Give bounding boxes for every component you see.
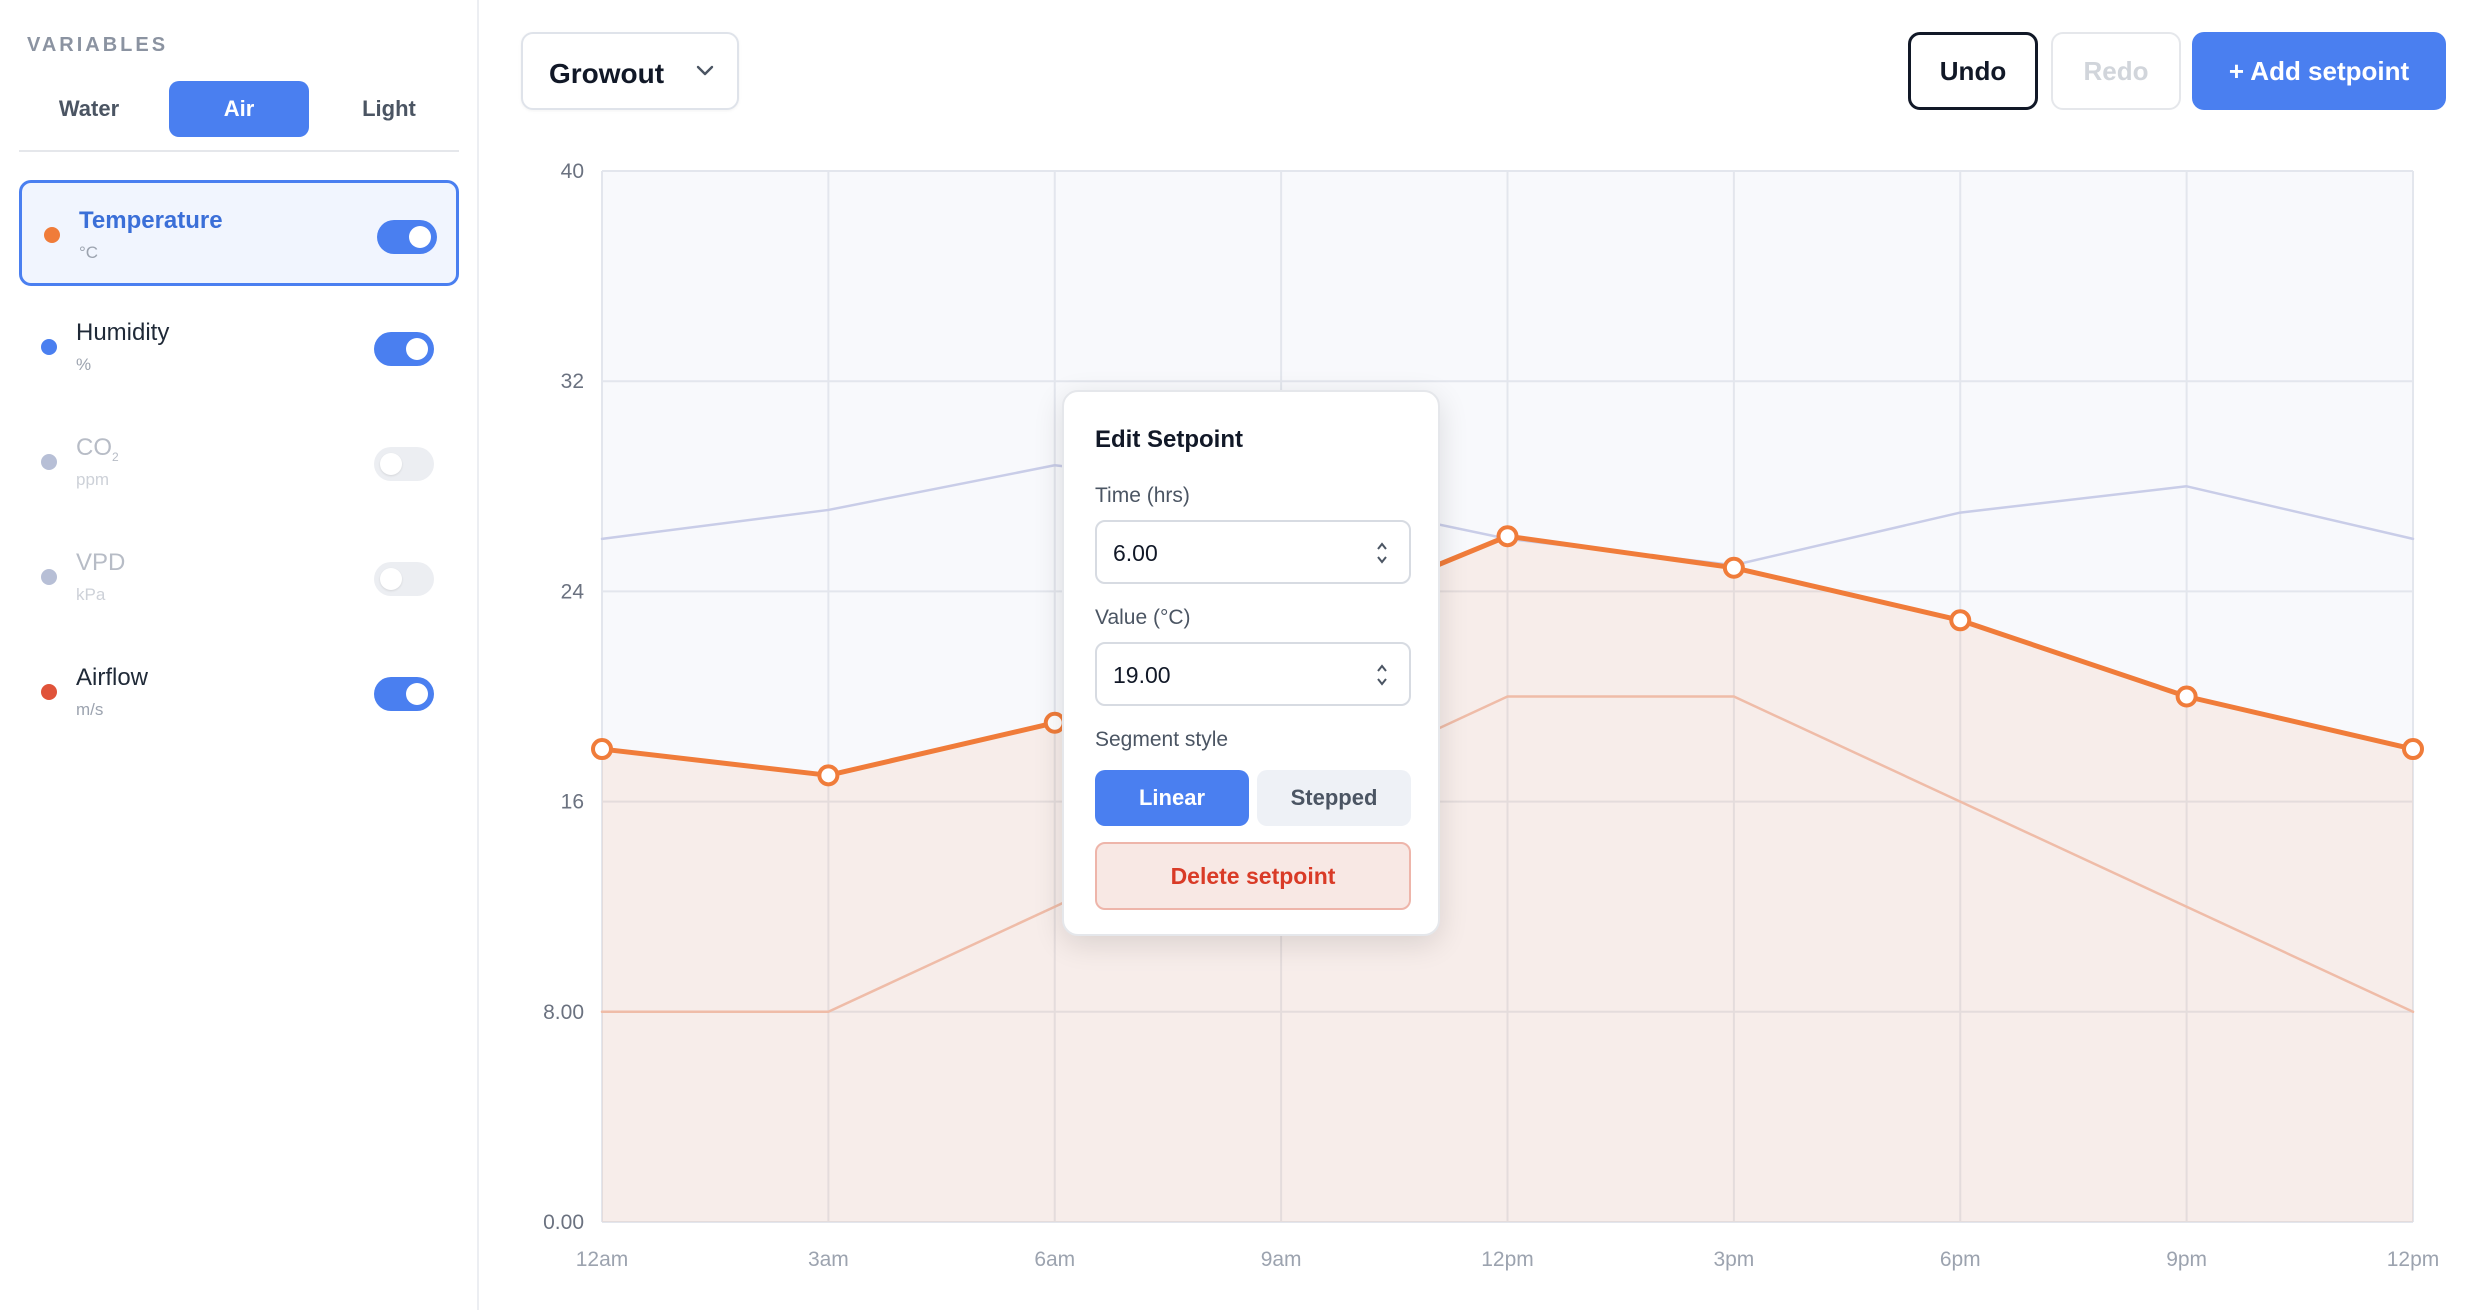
airflow-line bbox=[600, 695, 2415, 1014]
chart-markers bbox=[591, 525, 2424, 787]
y-tick-label: 16 bbox=[561, 791, 584, 814]
temperature-point bbox=[1949, 609, 1972, 632]
vpd-toggle[interactable] bbox=[374, 562, 434, 596]
spinner-icon[interactable] bbox=[1375, 538, 1389, 568]
y-axis-labels: 0.00 8.00 16 24 32 40 bbox=[543, 160, 584, 1234]
airflow-color-dot bbox=[41, 684, 57, 700]
variable-category-tabs: Water Air Light bbox=[19, 81, 459, 139]
y-tick-label: 32 bbox=[561, 370, 584, 393]
humidity-color-dot bbox=[41, 339, 57, 355]
y-tick-label: 8.00 bbox=[543, 1001, 584, 1024]
y-tick-label: 40 bbox=[561, 160, 584, 183]
x-tick-label: 3am bbox=[808, 1248, 849, 1271]
variable-unit: ppm bbox=[76, 470, 110, 489]
sidebar: VARIABLES Water Air Light Temperature °C… bbox=[0, 0, 479, 1310]
profile-name: Growout bbox=[549, 58, 665, 89]
edit-setpoint-popup: Edit Setpoint Time (hrs) 6.00 Value (°C)… bbox=[1062, 390, 1440, 936]
variable-name: CO2 bbox=[76, 434, 119, 464]
co2-toggle[interactable] bbox=[374, 447, 434, 481]
redo-button[interactable]: Redo bbox=[2051, 32, 2181, 110]
x-axis-labels: 12am 3am 6am 9am 12pm 3pm 6pm 9pm 12pm bbox=[576, 1248, 2440, 1271]
temperature-point bbox=[1496, 525, 1519, 548]
tab-air[interactable]: Air bbox=[169, 81, 309, 137]
y-tick-label: 0.00 bbox=[543, 1211, 584, 1234]
humidity-toggle[interactable] bbox=[374, 332, 434, 366]
x-tick-label: 12pm bbox=[1481, 1248, 1534, 1271]
chart-fills bbox=[602, 536, 2413, 1222]
x-tick-label: 9am bbox=[1261, 1248, 1302, 1271]
tab-light[interactable]: Light bbox=[362, 96, 416, 121]
variable-item-co2[interactable]: CO2 ppm bbox=[19, 410, 459, 516]
popup-title: Edit Setpoint bbox=[1095, 426, 1243, 453]
variable-name: Temperature bbox=[79, 207, 223, 234]
x-tick-label: 12pm bbox=[2387, 1248, 2440, 1271]
value-value: 19.00 bbox=[1113, 662, 1171, 688]
variable-item-airflow[interactable]: Airflow m/s bbox=[19, 640, 459, 746]
section-label: VARIABLES bbox=[27, 34, 169, 56]
x-tick-label: 9pm bbox=[2166, 1248, 2207, 1271]
time-input[interactable]: 6.00 bbox=[1095, 520, 1411, 584]
toggle-knob bbox=[380, 453, 402, 475]
spinner-icon[interactable] bbox=[1375, 660, 1389, 690]
variable-unit: m/s bbox=[76, 700, 104, 719]
chevron-down-icon bbox=[696, 65, 714, 76]
co2-color-dot bbox=[41, 454, 57, 470]
delete-setpoint-button[interactable]: Delete setpoint bbox=[1095, 842, 1411, 910]
temperature-toggle[interactable] bbox=[377, 220, 437, 254]
variable-name: VPD bbox=[76, 549, 126, 576]
time-value: 6.00 bbox=[1113, 540, 1158, 566]
temperature-point bbox=[2402, 738, 2424, 761]
value-input[interactable]: 19.00 bbox=[1095, 642, 1411, 706]
linear-button[interactable]: Linear bbox=[1095, 770, 1249, 826]
x-tick-label: 6pm bbox=[1940, 1248, 1981, 1271]
vpd-color-dot bbox=[41, 569, 57, 585]
airflow-toggle[interactable] bbox=[374, 677, 434, 711]
undo-button[interactable]: Undo bbox=[1908, 32, 2038, 110]
toggle-knob bbox=[409, 226, 431, 248]
variable-item-temperature[interactable]: Temperature °C bbox=[19, 180, 459, 286]
divider bbox=[19, 150, 459, 152]
temperature-point bbox=[817, 764, 840, 787]
variable-unit: kPa bbox=[76, 585, 106, 604]
temperature-color-dot bbox=[44, 227, 60, 243]
variable-unit: % bbox=[76, 355, 92, 374]
x-tick-label: 12am bbox=[576, 1248, 629, 1271]
variable-unit: °C bbox=[79, 243, 99, 262]
temperature-area bbox=[602, 536, 2413, 1222]
toggle-knob bbox=[406, 338, 428, 360]
temperature-line bbox=[599, 533, 2416, 778]
toggle-knob bbox=[406, 683, 428, 705]
stepped-button[interactable]: Stepped bbox=[1257, 770, 1411, 826]
variable-item-vpd[interactable]: VPD kPa bbox=[19, 525, 459, 631]
segment-style-label: Segment style bbox=[1095, 728, 1229, 751]
tab-water[interactable]: Water bbox=[58, 96, 120, 121]
temperature-point bbox=[591, 738, 613, 761]
value-label: Value (°C) bbox=[1095, 606, 1191, 629]
variable-item-humidity[interactable]: Humidity % bbox=[19, 295, 459, 401]
toggle-knob bbox=[380, 568, 402, 590]
temperature-point bbox=[1722, 556, 1745, 579]
variable-name: Humidity bbox=[76, 319, 170, 346]
profile-dropdown[interactable]: Growout bbox=[521, 32, 739, 110]
x-tick-label: 3pm bbox=[1713, 1248, 1754, 1271]
x-tick-label: 6am bbox=[1034, 1248, 1075, 1271]
add-setpoint-button[interactable]: + Add setpoint bbox=[2192, 32, 2446, 110]
y-tick-label: 24 bbox=[561, 580, 585, 603]
temperature-point bbox=[2175, 685, 2198, 708]
variable-name: Airflow bbox=[76, 664, 149, 691]
time-label: Time (hrs) bbox=[1095, 484, 1190, 507]
